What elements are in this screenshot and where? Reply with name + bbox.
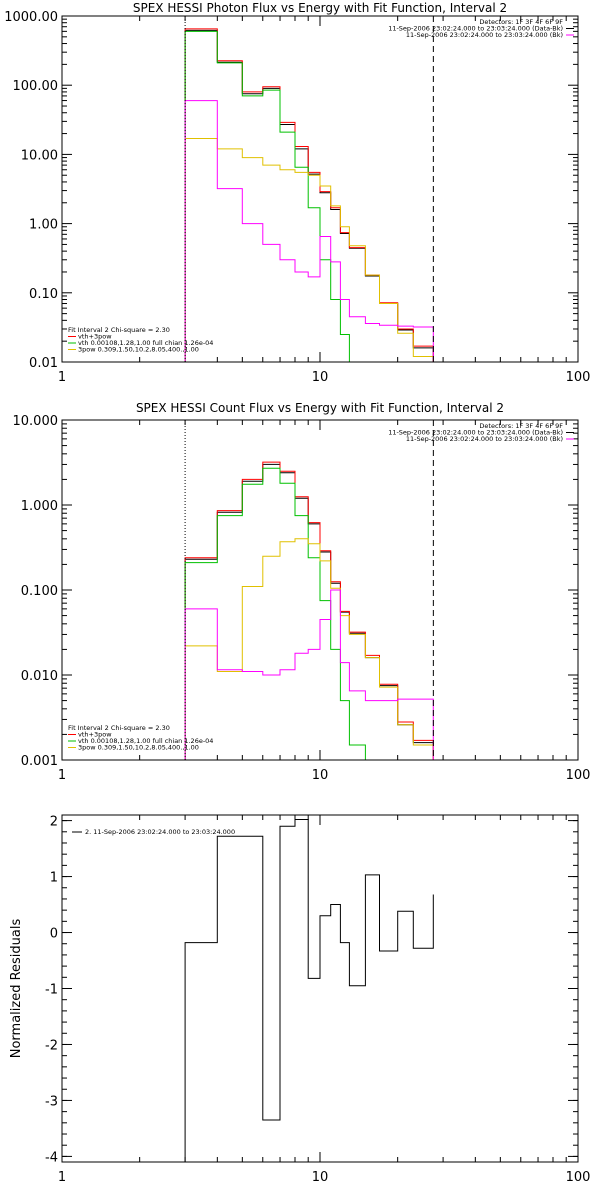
series-line-3 — [184, 30, 366, 362]
series-line-5 — [184, 100, 434, 362]
chart-title: SPEX HESSI Photon Flux vs Energy with Fi… — [133, 1, 507, 15]
header-line: Detectors: 1F 3F 4F 6F 9F — [479, 18, 563, 26]
x-axis: 1 10 100 — [58, 420, 591, 783]
y-tick-label: 10.000 — [13, 414, 59, 429]
y-tick-label: 0.001 — [21, 754, 58, 769]
header-line: 11-Sep-2006 23:02:24.000 to 23:03:24.000… — [406, 435, 563, 443]
series-line-1 — [184, 819, 434, 1162]
legend-entry: 3pow 0.309,1.50,10.2,8.05,400.,1.00 — [78, 744, 199, 752]
y-tick-label: 0.010 — [21, 669, 58, 684]
x-tick-label: 100 — [566, 768, 591, 783]
y-tick-label: 100.00 — [13, 79, 59, 94]
y-tick-label: 0 — [50, 927, 58, 942]
y-axis-label: Normalized Residuals — [9, 919, 24, 1059]
series-line-2 — [184, 461, 434, 760]
y-axis: 0.001 0.010 0.100 1.000 10.000 — [13, 414, 578, 769]
legend-entry: vth 0.00108,1.28,1.00 full chian 1.26e-0… — [78, 737, 213, 745]
chart-panel-3: 1 10 100 -4 -3 -2 -1 0 1 2 Normalized Residuals 2. … — [9, 814, 591, 1185]
header-line: Detectors: 1F 3F 4F 6F 9F — [479, 422, 563, 430]
y-tick-label: 1 — [50, 871, 58, 886]
legend-entry: vth+3pow — [78, 333, 112, 341]
header-line: 11-Sep-2006 23:02:24.000 to 23:03:24.000… — [406, 31, 563, 39]
x-axis: 1 10 100 — [58, 16, 591, 385]
chart-title: SPEX HESSI Count Flux vs Energy with Fit… — [136, 401, 504, 415]
y-tick-label: -2 — [45, 1038, 58, 1053]
x-tick-label: 10 — [312, 1170, 329, 1185]
y-tick-label: 1.00 — [29, 218, 58, 233]
legend-entry: 2. 11-Sep-2006 23:02:24.000 to 23:03:24.… — [85, 828, 235, 836]
y-axis: 0.01 0.10 1.00 10.00 100.00 1000.00 — [4, 10, 578, 371]
x-tick-label: 100 — [566, 370, 591, 385]
data-series — [184, 461, 434, 760]
x-tick-label: 1 — [58, 768, 66, 783]
legend-entry: vth 0.00108,1.28,1.00 full chian 1.26e-0… — [78, 339, 213, 347]
y-tick-label: -4 — [45, 1150, 58, 1165]
plot-frame — [61, 15, 579, 363]
legend-entry: vth+3pow — [78, 731, 112, 739]
y-tick-label: -3 — [45, 1094, 58, 1109]
y-tick-label: 0.10 — [29, 287, 58, 302]
y-tick-label: 10.00 — [21, 148, 58, 163]
chart-panel-2: SPEX HESSI Count Flux vs Energy with Fit… — [13, 401, 591, 783]
plot-frame — [61, 419, 579, 761]
data-series — [184, 28, 434, 362]
y-tick-label: 1000.00 — [4, 10, 58, 25]
series-line-5 — [184, 589, 434, 760]
header-line: 11-Sep-2006 23:02:24.000 to 23:03:24.000… — [388, 25, 563, 33]
legend-title: Fit Interval 2 Chi-square = 2.30 — [68, 326, 170, 334]
x-tick-label: 1 — [58, 370, 66, 385]
series-line-1 — [184, 29, 434, 362]
series-line-3 — [184, 467, 366, 760]
y-tick-label: 2 — [50, 815, 58, 830]
x-tick-label: 1 — [58, 1170, 66, 1185]
x-tick-label: 10 — [312, 768, 329, 783]
x-axis: 1 10 100 — [58, 815, 591, 1185]
data-series — [184, 819, 434, 1162]
y-tick-label: -1 — [45, 983, 58, 998]
series-line-4 — [184, 138, 434, 362]
series-line-4 — [184, 538, 434, 760]
legend-title: Fit Interval 2 Chi-square = 2.30 — [68, 724, 170, 732]
y-axis: -4 -3 -2 -1 0 1 2 — [45, 815, 578, 1165]
header-line: 11-Sep-2006 23:02:24.000 to 23:03:24.000… — [388, 429, 563, 437]
x-tick-label: 100 — [566, 1170, 591, 1185]
plot-frame — [61, 814, 579, 1163]
y-tick-label: 0.100 — [21, 584, 58, 599]
y-tick-label: 1.000 — [21, 499, 58, 514]
legend-entry: 3pow 0.309,1.50,10.2,8.05,400.,1.00 — [78, 346, 199, 354]
x-tick-label: 10 — [312, 370, 329, 385]
y-tick-label: 0.01 — [29, 356, 58, 371]
series-line-1 — [184, 463, 434, 760]
series-line-2 — [184, 28, 434, 362]
chart-panel-1: SPEX HESSI Photon Flux vs Energy with Fi… — [4, 1, 591, 385]
